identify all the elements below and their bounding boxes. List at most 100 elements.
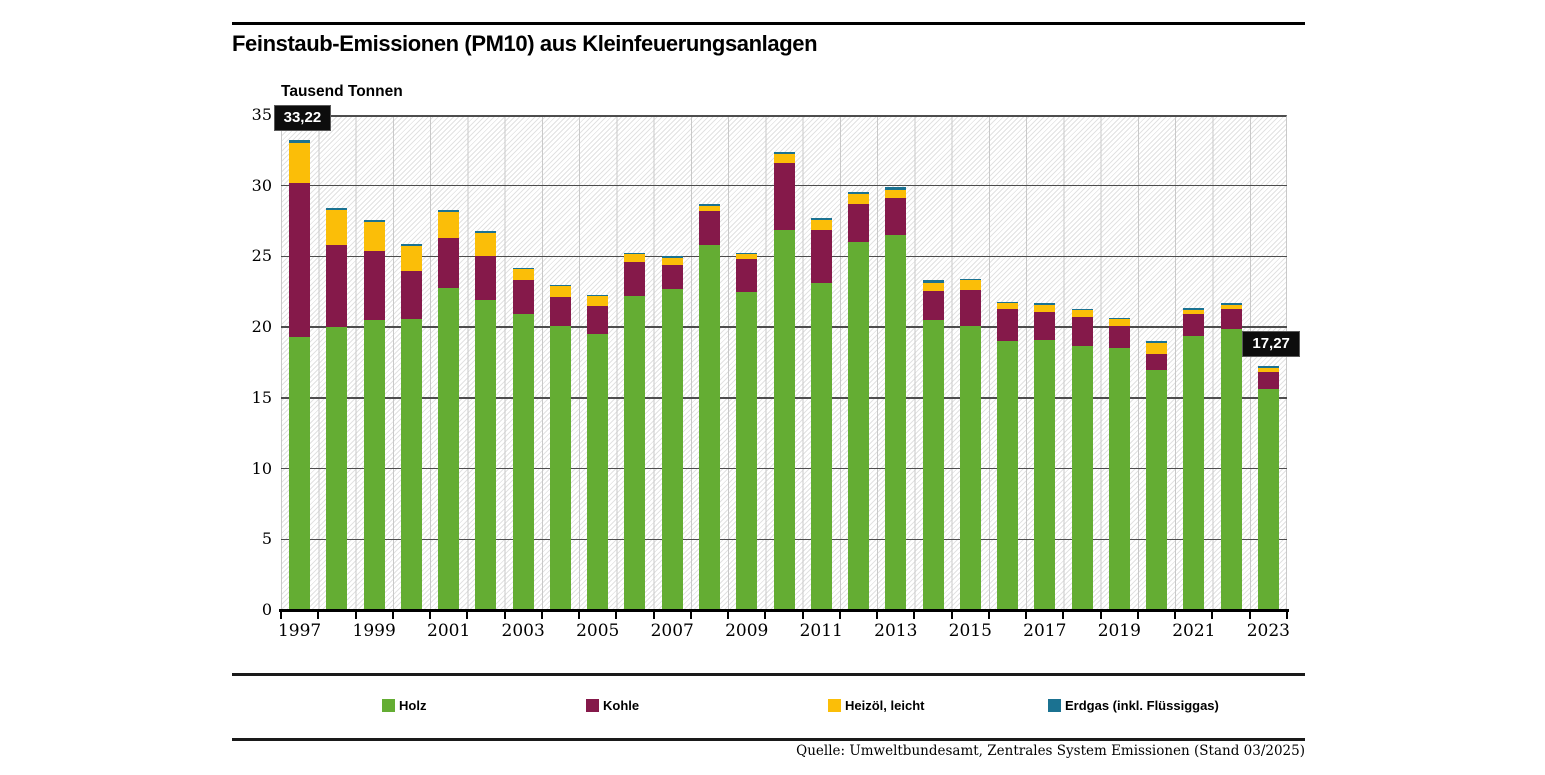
- bar-2003-kohle: [512, 280, 534, 315]
- bar-2017-holz: [1034, 339, 1056, 610]
- bar-2013-heizöl: [885, 189, 907, 199]
- x-axis-tick: [764, 612, 767, 619]
- bar-2020-heizöl: [1146, 342, 1168, 354]
- bar-1997-kohle: [289, 182, 311, 338]
- bar-2012-heizöl: [848, 194, 870, 205]
- bar-2016-heizöl: [997, 303, 1019, 309]
- legend-swatch: [586, 699, 599, 712]
- bar-2012-holz: [848, 242, 870, 610]
- bar-2008-heizöl: [698, 205, 720, 212]
- x-axis-tick: [1286, 612, 1288, 619]
- bar-2010-heizöl: [773, 153, 795, 164]
- bar-2007-erdgas: [661, 256, 683, 258]
- bar-2009-heizöl: [736, 254, 758, 260]
- y-tick-label-10: 10: [251, 458, 272, 478]
- y-axis-unit-label: Tausend Tonnen: [281, 83, 403, 100]
- bar-2017-kohle: [1034, 311, 1056, 340]
- x-axis-tick: [987, 612, 990, 619]
- bar-2019-kohle: [1108, 326, 1130, 349]
- legend-swatch: [1048, 699, 1061, 712]
- bar-1998-heizöl: [326, 210, 348, 246]
- x-tick-label-1997: 1997: [277, 621, 322, 641]
- bar-2002-kohle: [475, 255, 497, 301]
- bar-1997-holz: [289, 337, 311, 610]
- bar-2005-heizöl: [587, 296, 609, 306]
- bar-1999-heizöl: [363, 221, 385, 251]
- bar-2022-erdgas: [1220, 303, 1242, 305]
- bar-2011-heizöl: [810, 220, 832, 230]
- bar-2013-holz: [885, 235, 907, 610]
- x-axis-tick: [1248, 612, 1251, 619]
- x-axis-tick: [1062, 612, 1065, 619]
- x-axis-tick: [950, 612, 953, 619]
- x-axis-tick: [466, 612, 469, 619]
- bar-2005-holz: [587, 334, 609, 610]
- bar-2007-kohle: [661, 264, 683, 289]
- x-tick-label-2001: 2001: [427, 621, 471, 641]
- bar-2004-erdgas: [549, 284, 571, 287]
- bar-2020-holz: [1146, 369, 1168, 610]
- bar-2023-holz: [1257, 388, 1279, 610]
- bar-1997-erdgas: [289, 140, 311, 143]
- bar-2005-kohle: [587, 305, 609, 335]
- bar-2018-erdgas: [1071, 308, 1093, 311]
- bar-2006-erdgas: [624, 252, 646, 255]
- page-title: Feinstaub-Emissionen (PM10) aus Kleinfeu…: [232, 31, 818, 56]
- bar-2000-holz: [400, 318, 422, 610]
- legend-rule-top: [232, 673, 1305, 676]
- x-axis-tick: [391, 612, 394, 619]
- bar-2013-erdgas: [885, 187, 907, 190]
- legend-label: Erdgas (inkl. Flüssiggas): [1065, 698, 1219, 713]
- bar-2004-heizöl: [549, 286, 571, 297]
- bar-2005-erdgas: [587, 294, 609, 297]
- bar-2002-erdgas: [475, 231, 497, 234]
- x-axis-tick: [1211, 612, 1214, 619]
- bar-2004-holz: [549, 325, 571, 610]
- data-label-2023: 17,27: [1242, 330, 1300, 357]
- bar-2015-heizöl: [959, 280, 981, 291]
- bar-2019-heizöl: [1108, 319, 1130, 327]
- bar-2021-holz: [1183, 335, 1205, 610]
- legend-swatch: [828, 699, 841, 712]
- x-axis-tick: [1025, 612, 1028, 619]
- bar-2014-erdgas: [922, 280, 944, 284]
- x-axis-tick: [652, 612, 655, 619]
- x-tick-label-2013: 2013: [874, 621, 918, 641]
- bar-2000-kohle: [400, 271, 422, 319]
- bar-2020-kohle: [1146, 354, 1168, 370]
- x-axis-tick: [838, 612, 841, 619]
- bar-2017-heizöl: [1034, 304, 1056, 312]
- bar-2001-holz: [438, 287, 460, 610]
- bar-2009-holz: [736, 291, 758, 610]
- x-tick-label-2009: 2009: [725, 621, 769, 641]
- bar-2023-kohle: [1257, 372, 1279, 389]
- bar-2023-heizöl: [1257, 368, 1279, 373]
- data-label-1997: 33,22: [273, 105, 332, 132]
- x-tick-label-2005: 2005: [576, 621, 620, 641]
- bar-2008-erdgas: [698, 204, 720, 206]
- bar-1998-holz: [326, 327, 348, 610]
- y-tick-label-5: 5: [261, 529, 272, 549]
- legend-label: Kohle: [603, 698, 640, 713]
- bar-2008-holz: [698, 245, 720, 610]
- bar-2003-erdgas: [512, 267, 534, 270]
- x-tick-label-2011: 2011: [799, 621, 843, 641]
- bar-2011-erdgas: [810, 218, 832, 221]
- legend-item-4: Erdgas (inkl. Flüssiggas): [1048, 698, 1219, 713]
- y-tick-label-35: 35: [251, 105, 272, 124]
- bar-2017-erdgas: [1034, 303, 1056, 305]
- bar-2001-erdgas: [438, 209, 460, 212]
- bar-2006-holz: [624, 296, 646, 610]
- bar-1998-kohle: [326, 245, 348, 328]
- bar-2020-erdgas: [1146, 341, 1168, 343]
- x-tick-label-1999: 1999: [352, 621, 396, 641]
- bar-2016-kohle: [997, 308, 1019, 342]
- bar-2002-holz: [475, 300, 497, 610]
- bar-2018-holz: [1071, 345, 1093, 610]
- bar-2010-erdgas: [773, 151, 795, 154]
- bar-2000-heizöl: [400, 245, 422, 272]
- y-tick-label-15: 15: [251, 387, 272, 407]
- bar-2021-kohle: [1183, 314, 1205, 336]
- x-axis-tick: [578, 612, 581, 619]
- x-axis-tick: [1136, 612, 1139, 619]
